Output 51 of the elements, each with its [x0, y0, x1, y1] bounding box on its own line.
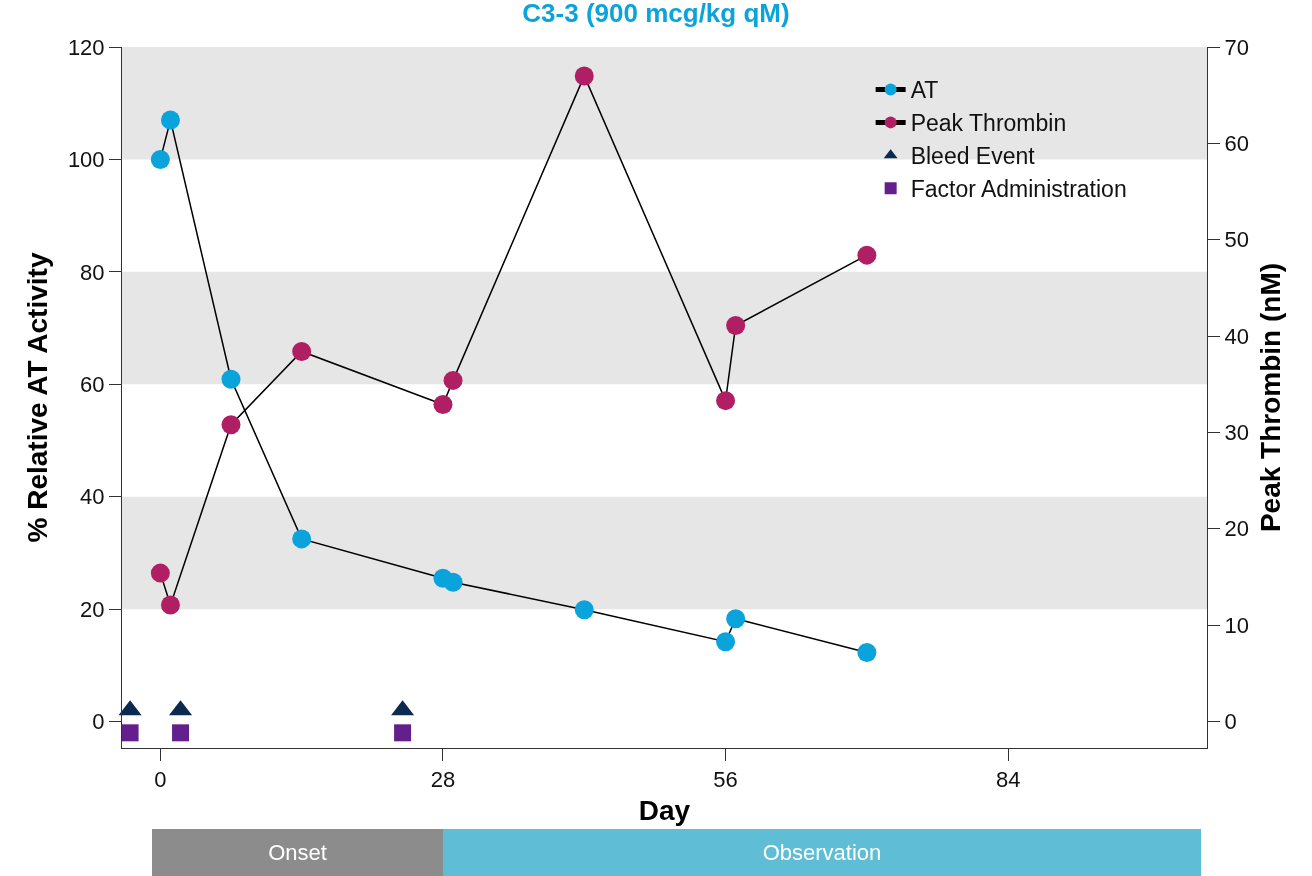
point [726, 609, 746, 629]
legend-label: Peak Thrombin [910, 110, 1067, 137]
point [292, 341, 312, 361]
x-tick-label: 0 [154, 767, 167, 793]
y-tick-label: 80 [80, 259, 105, 285]
point [433, 394, 453, 414]
point [716, 391, 736, 411]
point [221, 369, 241, 389]
point [443, 370, 463, 390]
y-tick-label: 60 [80, 371, 105, 397]
y2-tick-label: 30 [1224, 420, 1249, 446]
y2-tick-label: 70 [1224, 34, 1249, 60]
y2-tick-label: 50 [1224, 227, 1249, 253]
x-axis-title: Day [638, 794, 691, 826]
point [150, 149, 170, 169]
x-tick-label: 56 [713, 767, 738, 793]
y2-tick-label: 60 [1224, 131, 1249, 157]
phase-block: Observation [443, 829, 1201, 876]
point [160, 110, 180, 130]
y-tick-label: 100 [67, 147, 105, 173]
point [394, 724, 412, 742]
y-tick-label: 40 [80, 484, 105, 510]
chart-title: C3-3 (900 mcg/kg qM) [522, 0, 790, 29]
y-tick-label: 120 [67, 34, 105, 60]
point [150, 563, 170, 583]
y2-tick-label: 0 [1224, 709, 1237, 735]
point [221, 415, 241, 435]
y2-tick-label: 10 [1224, 612, 1249, 638]
y2-tick-label: 20 [1224, 516, 1249, 542]
x-tick-label: 28 [430, 767, 456, 793]
legend-label: Bleed Event [910, 143, 1036, 170]
y2-axis-title: Peak Thrombin (nM) [1254, 262, 1286, 533]
point [574, 600, 594, 620]
point [443, 572, 463, 592]
point [172, 724, 190, 742]
point [160, 595, 180, 615]
y2-tick-label: 40 [1224, 323, 1249, 349]
point [292, 529, 312, 549]
point [726, 315, 746, 335]
point [574, 66, 594, 86]
y-tick-label: 20 [80, 596, 105, 622]
phase-block: Onset [152, 829, 443, 876]
y-axis-title: % Relative AT Activity [21, 252, 53, 543]
point [857, 245, 877, 265]
legend-label: Factor Administration [910, 176, 1127, 203]
legend-label: AT [910, 77, 939, 104]
point [121, 724, 139, 742]
point [716, 632, 736, 652]
x-tick-label: 84 [995, 767, 1021, 793]
y-tick-label: 0 [92, 709, 105, 735]
point [857, 642, 877, 662]
